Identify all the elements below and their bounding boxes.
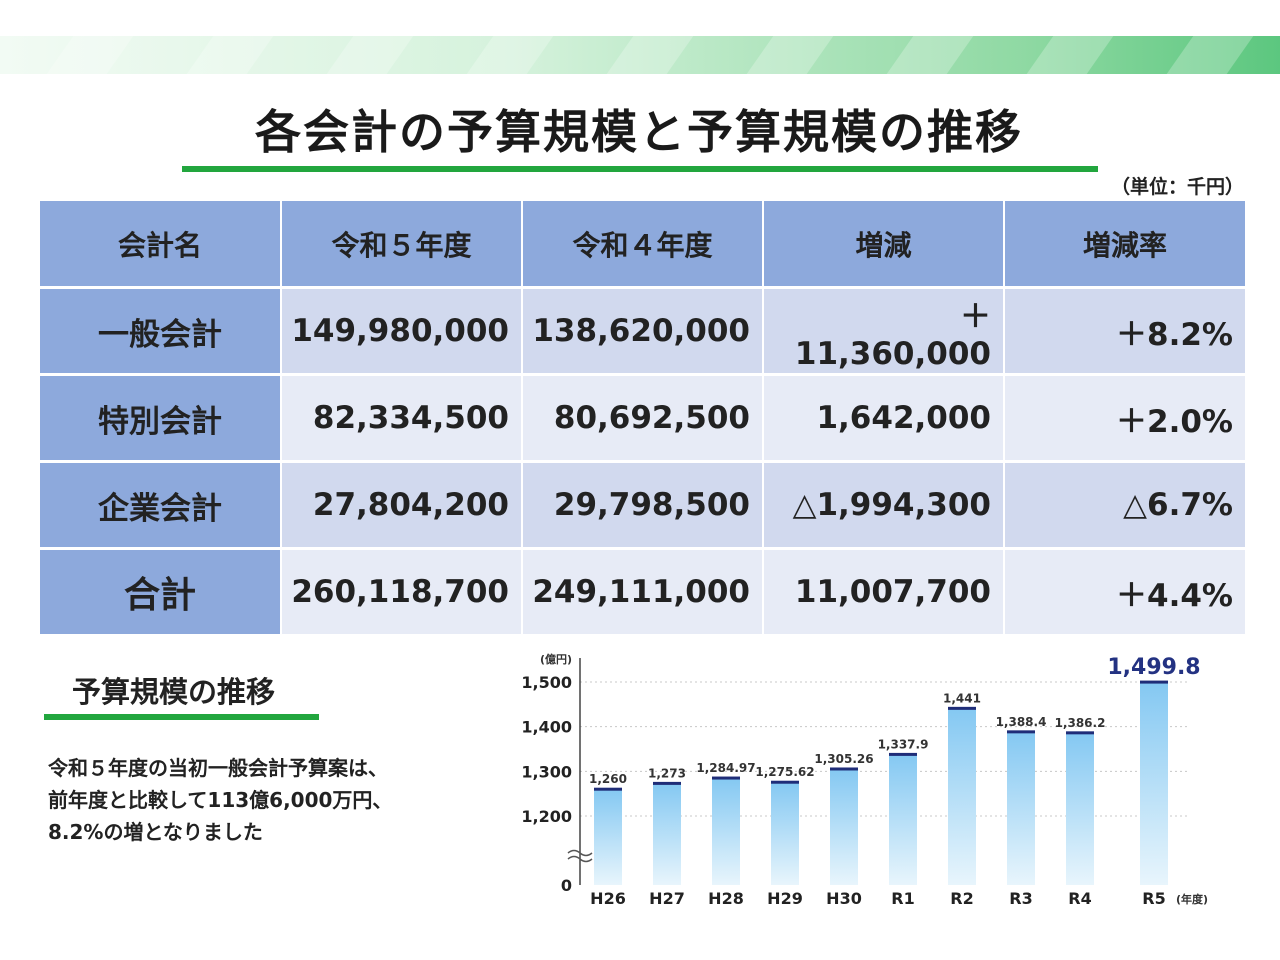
bar: [712, 778, 740, 885]
unit-label: （単位：千円）: [1110, 176, 1244, 198]
table-row-total: 合計 260,118,700 249,111,000 11,007,700 ＋4…: [40, 548, 1245, 637]
cell-r4: 29,798,500: [521, 461, 763, 550]
cell-diff: △1,994,300: [762, 461, 1004, 550]
x-tick-label: R4: [1068, 889, 1091, 908]
page-title: 各会計の予算規模と予算規模の推移: [255, 105, 1023, 159]
data-label: 1,337.9: [878, 737, 929, 751]
data-label: 1,273: [648, 766, 686, 780]
data-label: 1,284.97: [696, 761, 755, 775]
data-label: 1,388.4: [996, 715, 1047, 729]
axis-break-mark: [567, 849, 593, 863]
cell-r4: 138,620,000: [521, 287, 763, 376]
cell-r4: 80,692,500: [521, 374, 763, 463]
y-tick-label: 1,500: [521, 673, 572, 692]
bar-cap: [889, 752, 917, 756]
y-tick-label: 1,200: [521, 807, 572, 826]
x-tick-label: R1: [891, 889, 914, 908]
cell-diff: ＋11,360,000: [762, 287, 1004, 376]
section-title: 予算規模の推移: [72, 675, 276, 709]
chart-svg: (億円) 0 1,200 1,300 1,400 1,500 1,260 H26 1,273 H2…: [521, 652, 1208, 908]
y-tick-label: 1,300: [521, 762, 572, 781]
x-tick-label: H28: [708, 889, 744, 908]
cell-r5: 149,980,000: [280, 287, 522, 376]
bar: [653, 783, 681, 885]
cell-r5: 260,118,700: [280, 548, 522, 637]
bar-cap: [771, 780, 799, 784]
cell-rate: △6.7%: [1003, 461, 1245, 550]
row-name: 企業会計: [40, 461, 281, 550]
row-name: 一般会計: [40, 287, 281, 376]
x-tick-label: H30: [826, 889, 862, 908]
x-tick-label: H29: [767, 889, 803, 908]
bar-cap: [1066, 731, 1094, 735]
bar: [1066, 732, 1094, 885]
x-tick-label: R5: [1142, 889, 1165, 908]
bar: [771, 782, 799, 885]
top-decorative-band: [0, 36, 1280, 74]
bar-cap: [653, 781, 681, 785]
y-tick-label: 0: [561, 876, 572, 895]
header-r4: 令和４年度: [521, 201, 763, 289]
cell-rate: ＋8.2%: [1003, 287, 1245, 376]
x-axis-unit-label: (年度): [1176, 892, 1208, 906]
header-account-name: 会計名: [40, 201, 281, 289]
data-label: 1,386.2: [1055, 716, 1106, 730]
data-label: 1,499.8: [1107, 655, 1200, 680]
bar: [594, 789, 622, 885]
cell-diff: 1,642,000: [762, 374, 1004, 463]
section-description: 令和５年度の当初一般会計予算案は、 前年度と比較して113億6,000万円、 8…: [48, 752, 488, 848]
budget-trend-chart: (億円) 0 1,200 1,300 1,400 1,500 1,260 H26 1,273 H2…: [520, 640, 1220, 920]
bar-cap: [1007, 730, 1035, 734]
header-diff: 増減: [762, 201, 1004, 289]
section-underline: [44, 714, 319, 720]
cell-r5: 27,804,200: [280, 461, 522, 550]
bar-cap: [948, 706, 976, 710]
cell-r4: 249,111,000: [521, 548, 763, 637]
cell-r5: 82,334,500: [280, 374, 522, 463]
cell-diff: 11,007,700: [762, 548, 1004, 637]
y-axis-unit-label: (億円): [540, 652, 572, 666]
bar: [830, 768, 858, 885]
table-row-enterprise: 企業会計 27,804,200 29,798,500 △1,994,300 △6…: [40, 461, 1245, 550]
bar: [948, 708, 976, 885]
header-r5: 令和５年度: [280, 201, 522, 289]
budget-table: 会計名 令和５年度 令和４年度 増減 増減率 一般会計 149,980,000 …: [40, 201, 1245, 637]
y-tick-label: 1,400: [521, 718, 572, 737]
table-row-special: 特別会計 82,334,500 80,692,500 1,642,000 ＋2.…: [40, 374, 1245, 463]
x-tick-label: H26: [590, 889, 626, 908]
cell-rate: ＋4.4%: [1003, 548, 1245, 637]
data-label: 1,260: [589, 772, 627, 786]
x-tick-label: H27: [649, 889, 685, 908]
row-name: 合計: [40, 548, 281, 637]
bar: [1007, 731, 1035, 885]
bar-cap: [712, 776, 740, 780]
header-rate: 増減率: [1003, 201, 1245, 289]
data-label: 1,305.26: [814, 752, 873, 766]
bar-cap: [830, 767, 858, 771]
desc-line: 前年度と比較して113億6,000万円、: [48, 788, 393, 812]
title-underline: [182, 166, 1098, 172]
x-tick-label: R3: [1009, 889, 1032, 908]
table-header-row: 会計名 令和５年度 令和４年度 増減 増減率: [40, 201, 1245, 289]
bar: [1140, 682, 1168, 885]
data-label: 1,441: [943, 691, 981, 705]
x-tick-label: R2: [950, 889, 973, 908]
bar: [889, 754, 917, 885]
row-name: 特別会計: [40, 374, 281, 463]
cell-rate: ＋2.0%: [1003, 374, 1245, 463]
desc-line: 令和５年度の当初一般会計予算案は、: [48, 756, 388, 780]
table-row-general: 一般会計 149,980,000 138,620,000 ＋11,360,000…: [40, 287, 1245, 376]
data-label: 1,275.62: [755, 765, 814, 779]
bar-cap: [1140, 680, 1168, 684]
desc-line: 8.2%の増となりました: [48, 820, 263, 844]
bar-cap: [594, 787, 622, 791]
